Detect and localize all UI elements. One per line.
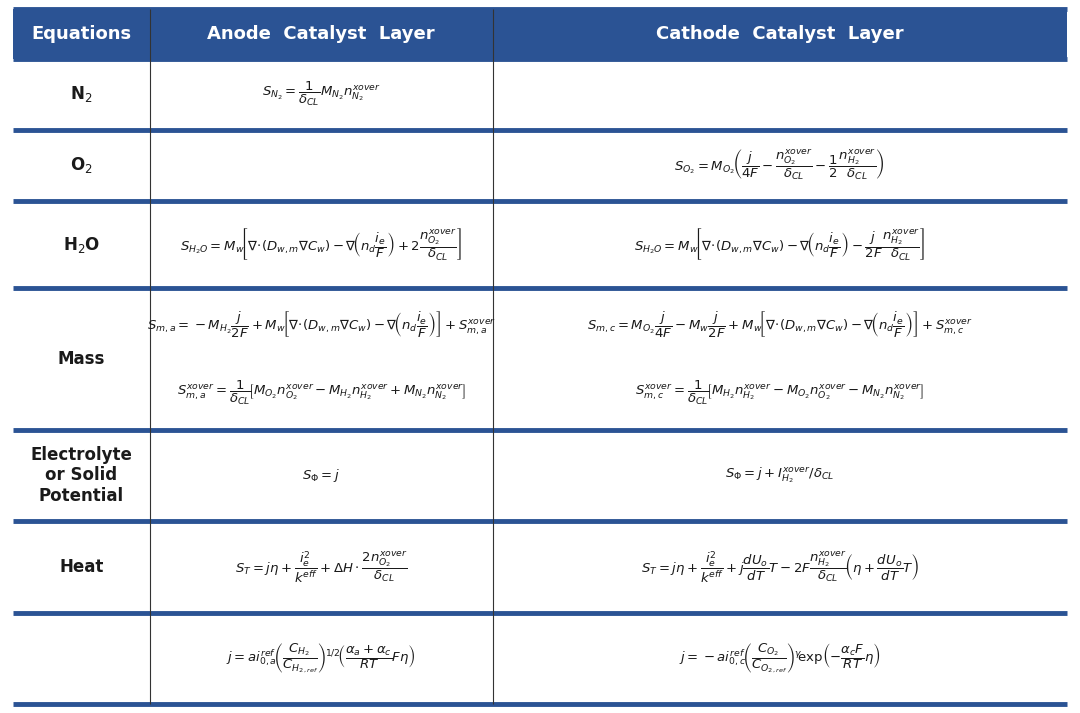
Text: $S_{m,c}^{xover} = \dfrac{1}{\delta_{CL}}\!\left[M_{H_2}n_{H_2}^{xover} - M_{O_2: $S_{m,c}^{xover} = \dfrac{1}{\delta_{CL}… <box>635 379 924 407</box>
Text: $S_{O_2} = M_{O_2}\!\left(\dfrac{j}{4F} - \dfrac{n_{O_2}^{xover}}{\delta_{CL}} -: $S_{O_2} = M_{O_2}\!\left(\dfrac{j}{4F} … <box>674 148 886 183</box>
Bar <box>13 9 1067 58</box>
Text: Electrolyte
or Solid
Potential: Electrolyte or Solid Potential <box>30 446 133 506</box>
Bar <box>13 430 1067 521</box>
Text: Cathode  Catalyst  Layer: Cathode Catalyst Layer <box>656 25 904 43</box>
Text: Heat: Heat <box>59 558 104 576</box>
Text: Equations: Equations <box>31 25 132 43</box>
Bar <box>13 130 1067 200</box>
Text: H$_2$O: H$_2$O <box>63 235 100 255</box>
Text: $S_{H_2O} = M_w\!\left[\nabla\!\cdot\!(D_{w,m}\nabla C_w) - \nabla\!\left(n_d \d: $S_{H_2O} = M_w\!\left[\nabla\!\cdot\!(D… <box>634 227 926 262</box>
Text: N$_2$: N$_2$ <box>70 84 93 104</box>
Text: Mass: Mass <box>58 350 105 368</box>
Text: $j = -ai_{0,c}^{ref}\!\left(\dfrac{C_{O_2}}{C_{O_{2,ref}}}\right)^{\!\gamma}\!\e: $j = -ai_{0,c}^{ref}\!\left(\dfrac{C_{O_… <box>679 642 880 675</box>
Bar <box>13 200 1067 289</box>
Text: $S_T = j\eta + \dfrac{i_e^2}{k^{eff}} + \Delta H \cdot \dfrac{2n_{O_2}^{xover}}{: $S_T = j\eta + \dfrac{i_e^2}{k^{eff}} + … <box>235 549 407 585</box>
Bar <box>13 613 1067 704</box>
Text: O$_2$: O$_2$ <box>70 155 93 175</box>
Bar <box>13 289 1067 430</box>
Text: $S_{m,a}^{xover} = \dfrac{1}{\delta_{CL}}\!\left[M_{O_2}n_{O_2}^{xover} - M_{H_2: $S_{m,a}^{xover} = \dfrac{1}{\delta_{CL}… <box>176 379 465 407</box>
Text: Anode  Catalyst  Layer: Anode Catalyst Layer <box>207 25 435 43</box>
Text: $S_{\Phi} = j + I_{H_2}^{xover}/\delta_{CL}$: $S_{\Phi} = j + I_{H_2}^{xover}/\delta_{… <box>725 466 835 485</box>
Text: $S_{m,c} = M_{O_2}\dfrac{j}{4F} - M_w\dfrac{j}{2F} + M_w\!\left[\nabla\!\cdot\!(: $S_{m,c} = M_{O_2}\dfrac{j}{4F} - M_w\df… <box>586 310 973 340</box>
Text: $S_{\Phi} = j$: $S_{\Phi} = j$ <box>302 467 340 484</box>
Text: $S_{m,a} = -M_{H_2}\dfrac{j}{2F} + M_w\!\left[\nabla\!\cdot\!(D_{w,m}\nabla C_w): $S_{m,a} = -M_{H_2}\dfrac{j}{2F} + M_w\!… <box>147 310 496 340</box>
Text: $j = ai_{0,a}^{ref}\!\left(\dfrac{C_{H_2}}{C_{H_{2,ref}}}\right)^{\!1/2}\!\left(: $j = ai_{0,a}^{ref}\!\left(\dfrac{C_{H_2… <box>227 642 416 675</box>
Text: $S_{N_2} = \dfrac{1}{\delta_{CL}} M_{N_2} n_{N_2}^{xover}$: $S_{N_2} = \dfrac{1}{\delta_{CL}} M_{N_2… <box>261 80 380 108</box>
Text: $S_T = j\eta + \dfrac{i_e^2}{k^{eff}} + j\dfrac{dU_o}{dT}T - 2F\dfrac{n_{H_2}^{x: $S_T = j\eta + \dfrac{i_e^2}{k^{eff}} + … <box>640 549 919 585</box>
Text: $S_{H_2O} = M_w\!\left[\nabla\!\cdot\!(D_{w,m}\nabla C_w) - \nabla\!\left(n_d \d: $S_{H_2O} = M_w\!\left[\nabla\!\cdot\!(D… <box>180 227 462 262</box>
Bar <box>13 521 1067 613</box>
Bar <box>13 58 1067 130</box>
